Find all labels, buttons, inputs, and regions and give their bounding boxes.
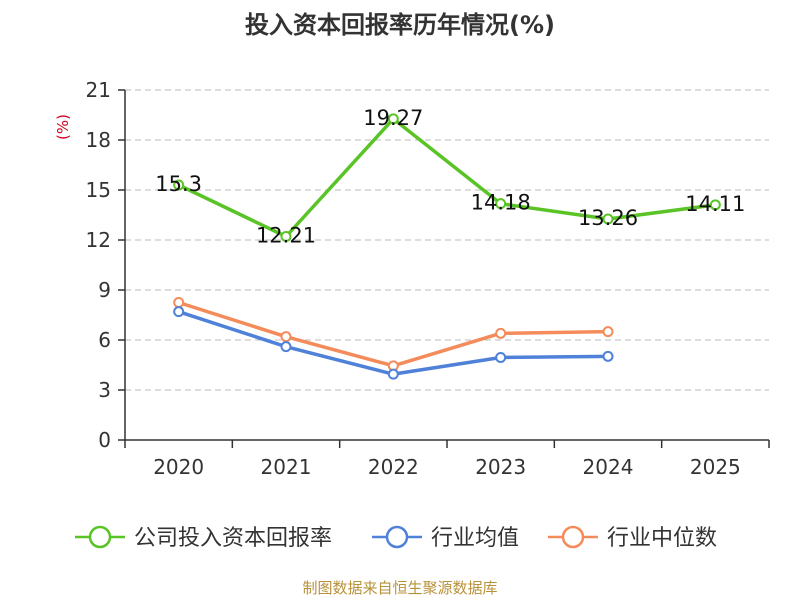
data-label: 19.27 [363,106,423,130]
data-point [495,198,507,210]
series-layer [173,113,721,380]
x-tick-label: 2020 [153,455,204,479]
y-tick-label: 15 [86,178,111,202]
legend-item-1: 行业均值 [372,525,519,551]
data-labels: 15.3 12.21 19.27 14.18 13.26 14.11 [155,106,745,248]
x-tick-label: 2021 [261,455,312,479]
y-tick-label: 21 [86,78,111,102]
legend-label: 行业均值 [431,526,519,551]
data-point [602,350,614,362]
data-label: 14.11 [685,192,745,216]
series-0 [173,113,721,242]
y-tick-label: 0 [98,428,111,452]
data-point [280,331,292,343]
data-point [602,213,614,225]
legend-item-2: 行业中位数 [548,525,717,551]
x-tick-label: 2025 [690,455,741,479]
data-point [495,352,507,363]
legend: 公司投入资本回报率 行业均值 行业中位数 [75,525,717,551]
series-1 [173,306,614,380]
gridlines [125,89,769,391]
data-point [173,179,185,191]
y-axis-unit-label: (%) [54,114,72,140]
legend-swatch-marker [88,525,112,549]
axes: 0 3 6 9 12 15 18 21 2020 2021 2022 2023 2024 2025 [86,78,770,479]
y-tick-label: 3 [98,378,111,402]
data-point [602,326,614,338]
y-tick-label: 6 [98,328,111,352]
legend-label: 公司投入资本回报率 [134,526,332,551]
data-label: 12.21 [256,224,316,248]
y-tick-label: 9 [98,278,111,302]
y-tick-label: 18 [86,128,111,152]
data-point [173,306,185,318]
x-tick-label: 2022 [368,455,419,479]
data-point [387,113,399,125]
legend-swatch-marker [561,525,585,549]
legend-label: 行业中位数 [607,526,717,551]
series-2 [173,297,614,372]
data-point [709,199,721,211]
x-tick-label: 2024 [583,455,634,479]
legend-item-0: 公司投入资本回报率 [75,525,332,551]
source-note: 制图数据来自恒生聚源数据库 [302,579,497,597]
data-point [280,341,292,353]
data-point [173,297,185,308]
series-line [176,117,718,239]
x-tick-label: 2023 [475,455,526,479]
data-label: 15.3 [155,172,202,196]
data-point [495,327,507,339]
data-label: 13.26 [578,206,638,230]
data-label: 14.18 [471,191,531,215]
legend-swatch-marker [385,525,409,549]
y-tick-label: 12 [86,228,111,252]
chart-title: 投入资本回报率历年情况(%) [245,11,555,39]
data-point [387,368,399,380]
data-point [280,231,292,242]
